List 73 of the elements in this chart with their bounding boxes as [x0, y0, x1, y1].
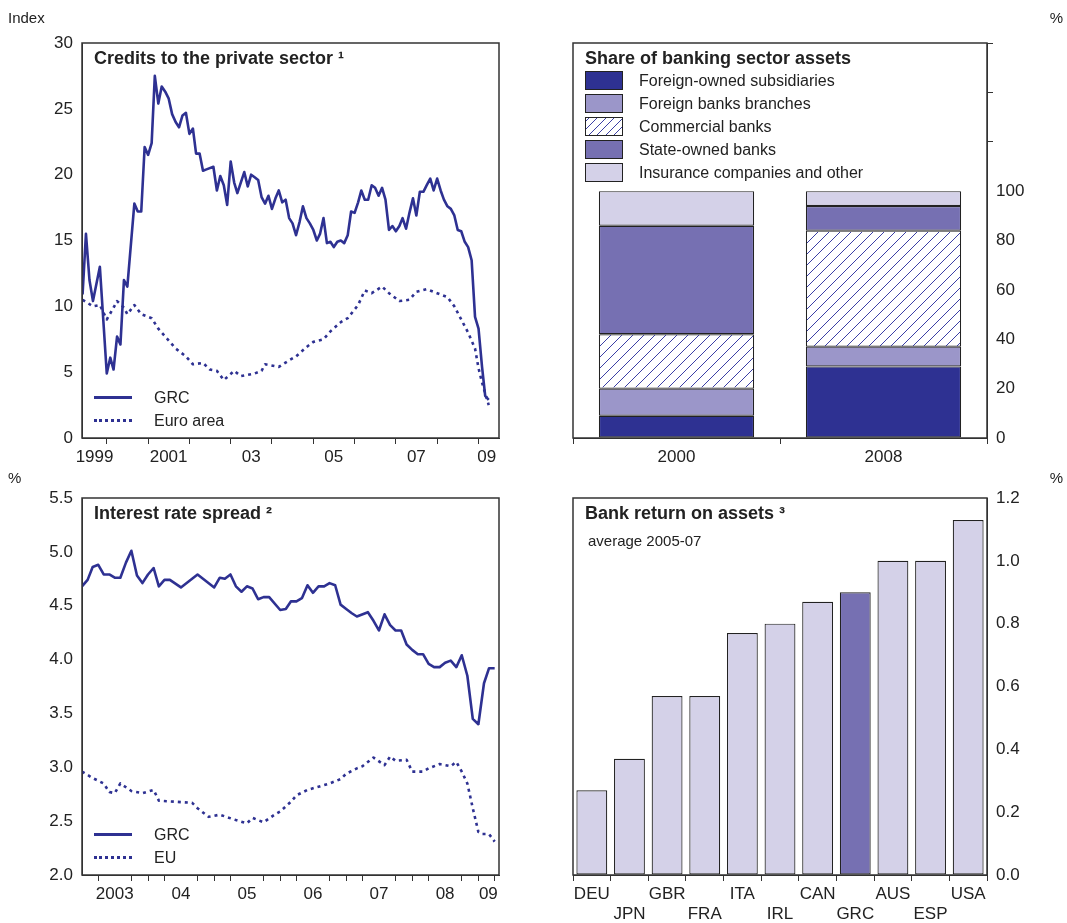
x-tick-label: 07 [369, 883, 389, 903]
x-tick-label: 09 [478, 883, 498, 903]
y-tick-label: 80 [996, 230, 1015, 250]
x-tick-label: FRA [687, 904, 723, 923]
x-tick-label: 07 [406, 446, 426, 466]
x-tick-label: JPN [613, 904, 646, 923]
x-tick-label: 06 [303, 883, 323, 903]
y-tick-label: 4.0 [49, 649, 73, 669]
chart-title: Credits to the private sector ¹ [94, 47, 345, 68]
y-tick-label: 1.0 [996, 550, 1020, 570]
y-tick-label: 25 [54, 98, 73, 118]
x-tick-label: ESP [913, 904, 948, 923]
y-tick-label: 0.8 [996, 613, 1020, 633]
x-tick-label: AUS [875, 883, 911, 903]
y-tick-label: 5.0 [49, 541, 73, 561]
y-tick-label: 30 [54, 32, 73, 52]
x-tick-label: 2000 [657, 446, 696, 466]
legend-label: Insurance companies and other [639, 163, 864, 183]
x-tick-label: GBR [648, 883, 686, 903]
y-tick-label: 10 [54, 296, 73, 316]
legend-label: Foreign banks branches [639, 94, 811, 114]
x-tick-label: 03 [241, 446, 261, 466]
x-tick-label: 05 [237, 883, 257, 903]
x-tick-label: CAN [799, 883, 836, 903]
x-tick-label: 2008 [864, 446, 903, 466]
x-tick-label: IRL [766, 904, 794, 923]
y-tick-label: 4.5 [49, 595, 73, 615]
x-tick-label: DEU [573, 883, 610, 903]
chart-title: Interest rate spread ² [94, 502, 273, 523]
y-tick-label: 40 [996, 328, 1015, 348]
legend-label: GRC [154, 388, 190, 408]
y-axis-title: % [8, 469, 22, 487]
x-tick-label: 09 [477, 446, 497, 466]
y-tick-label: 60 [996, 279, 1015, 299]
y-tick-label: 2.5 [49, 810, 73, 830]
y-axis-title: % [1049, 9, 1063, 27]
y-tick-label: 20 [996, 378, 1015, 398]
y-tick-label: 0.2 [996, 801, 1020, 821]
legend-label: Foreign-owned subsidiaries [639, 71, 835, 91]
y-tick-label: 1.2 [996, 487, 1020, 507]
x-tick-label: USA [950, 883, 987, 903]
x-tick-label: 05 [324, 446, 344, 466]
y-tick-label: 0.6 [996, 676, 1020, 696]
y-tick-label: 0 [63, 427, 73, 447]
x-tick-label: 04 [171, 883, 191, 903]
x-tick-label: 2003 [95, 883, 134, 903]
y-axis-title: % [1049, 469, 1063, 487]
y-tick-label: 3.0 [49, 756, 73, 776]
text: average 2005-07 [588, 531, 702, 549]
y-tick-label: 20 [54, 164, 73, 184]
legend-label: Commercial banks [639, 117, 772, 137]
chart-title: Bank return on assets ³ [585, 502, 786, 523]
legend-label: State-owned banks [639, 140, 776, 160]
legend-label: GRC [154, 825, 190, 845]
x-tick-label: ITA [729, 883, 756, 903]
y-tick-label: 0 [996, 427, 1006, 447]
x-tick-label: 08 [435, 883, 455, 903]
x-tick-label: 1999 [75, 446, 114, 466]
chart-title: Share of banking sector assets [585, 47, 852, 68]
line-series [82, 755, 496, 843]
x-tick-label: 2001 [149, 446, 188, 466]
y-tick-label: 15 [54, 230, 73, 250]
y-tick-label: 0.0 [996, 864, 1020, 884]
y-axis-title: Index [8, 9, 46, 27]
y-tick-label: 2.0 [49, 864, 73, 884]
y-tick-label: 100 [996, 180, 1025, 200]
y-tick-label: 3.5 [49, 703, 73, 723]
y-tick-label: 0.4 [996, 739, 1020, 759]
legend-label: EU [154, 848, 177, 868]
y-tick-label: 5 [63, 361, 73, 381]
legend-label: Euro area [154, 411, 225, 431]
x-tick-label: GRC [836, 904, 875, 923]
y-tick-label: 5.5 [49, 487, 73, 507]
